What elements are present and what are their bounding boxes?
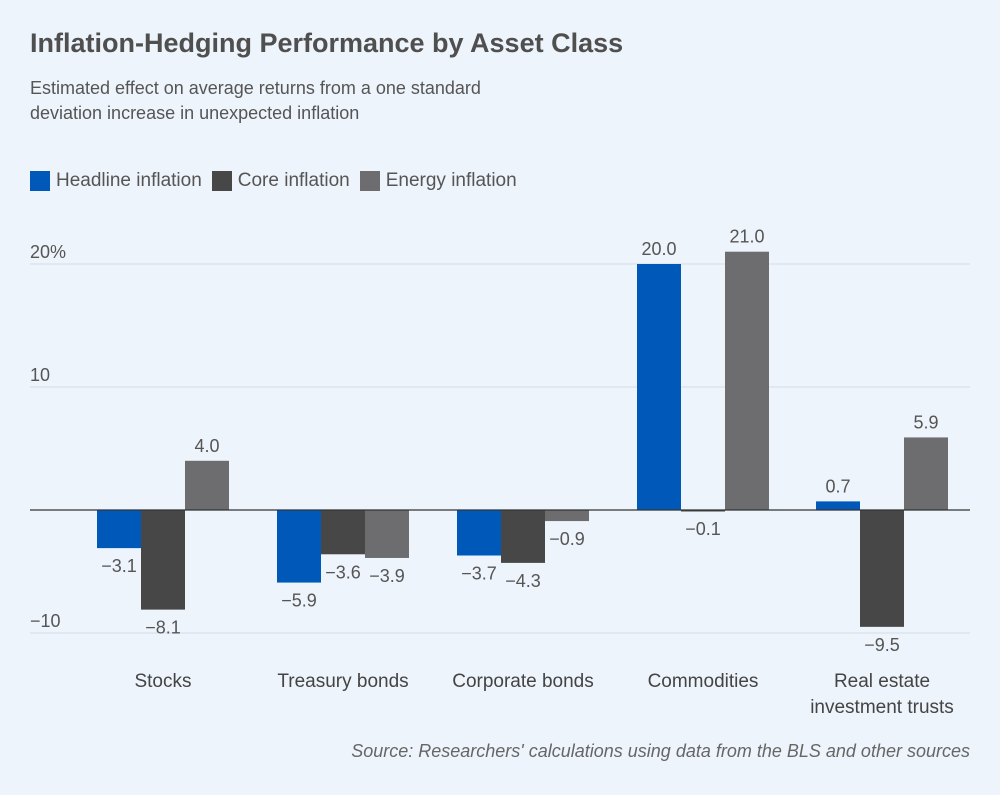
bar	[97, 510, 141, 549]
bar	[860, 510, 904, 627]
bar	[637, 264, 681, 510]
data-label: −3.9	[369, 566, 405, 586]
legend-swatch-headline	[30, 171, 50, 191]
chart-subtitle: Estimated effect on average returns from…	[30, 78, 481, 123]
bar	[681, 510, 725, 512]
data-label: −3.1	[101, 556, 137, 576]
legend-swatch-core	[211, 171, 232, 191]
data-label: 4.0	[194, 436, 219, 456]
data-label: −8.1	[145, 618, 181, 638]
bar	[904, 437, 948, 510]
y-tick-label: −10	[30, 611, 61, 631]
data-label: 21.0	[729, 227, 764, 247]
x-category-label: Treasury bonds	[277, 671, 408, 692]
bar	[365, 510, 409, 558]
data-label: −9.5	[864, 635, 900, 655]
data-label: −0.1	[685, 519, 721, 539]
legend: Headline inflation Core inflation Energy…	[30, 170, 527, 192]
legend-label-energy: Energy inflation	[385, 170, 517, 191]
data-label: 0.7	[825, 476, 850, 496]
source-note: Source: Researchers' calculations using …	[351, 741, 970, 761]
bar	[545, 510, 589, 522]
legend-item-core: Core inflation	[211, 170, 350, 192]
data-label: 20.0	[641, 239, 676, 259]
x-category-label: investment trusts	[810, 697, 954, 718]
data-label: −3.6	[325, 562, 361, 582]
legend-item-headline: Headline inflation	[30, 170, 202, 192]
bar	[277, 510, 321, 583]
bar	[725, 251, 769, 510]
legend-item-energy: Energy inflation	[359, 170, 517, 192]
data-label: −4.3	[505, 571, 541, 591]
bar	[457, 510, 501, 556]
bar	[141, 510, 185, 610]
y-tick-label: 10	[30, 365, 50, 385]
x-category-label: Stocks	[134, 671, 191, 692]
x-category-label: Real estate	[834, 671, 930, 692]
y-tick-label: 20%	[30, 242, 66, 262]
bar	[816, 501, 860, 510]
chart-title: Inflation-Hedging Performance by Asset C…	[30, 28, 624, 58]
legend-swatch-energy	[359, 171, 380, 191]
legend-label-headline: Headline inflation	[56, 170, 202, 191]
data-label: −0.9	[549, 529, 585, 549]
x-category-label: Corporate bonds	[452, 671, 594, 692]
legend-label-core: Core inflation	[237, 170, 350, 191]
bar	[185, 460, 229, 510]
bar	[501, 510, 545, 563]
data-label: 5.9	[913, 412, 938, 432]
data-label: −3.7	[461, 564, 497, 584]
data-label: −5.9	[281, 591, 317, 611]
bar	[321, 510, 365, 555]
x-category-label: Commodities	[648, 671, 759, 692]
